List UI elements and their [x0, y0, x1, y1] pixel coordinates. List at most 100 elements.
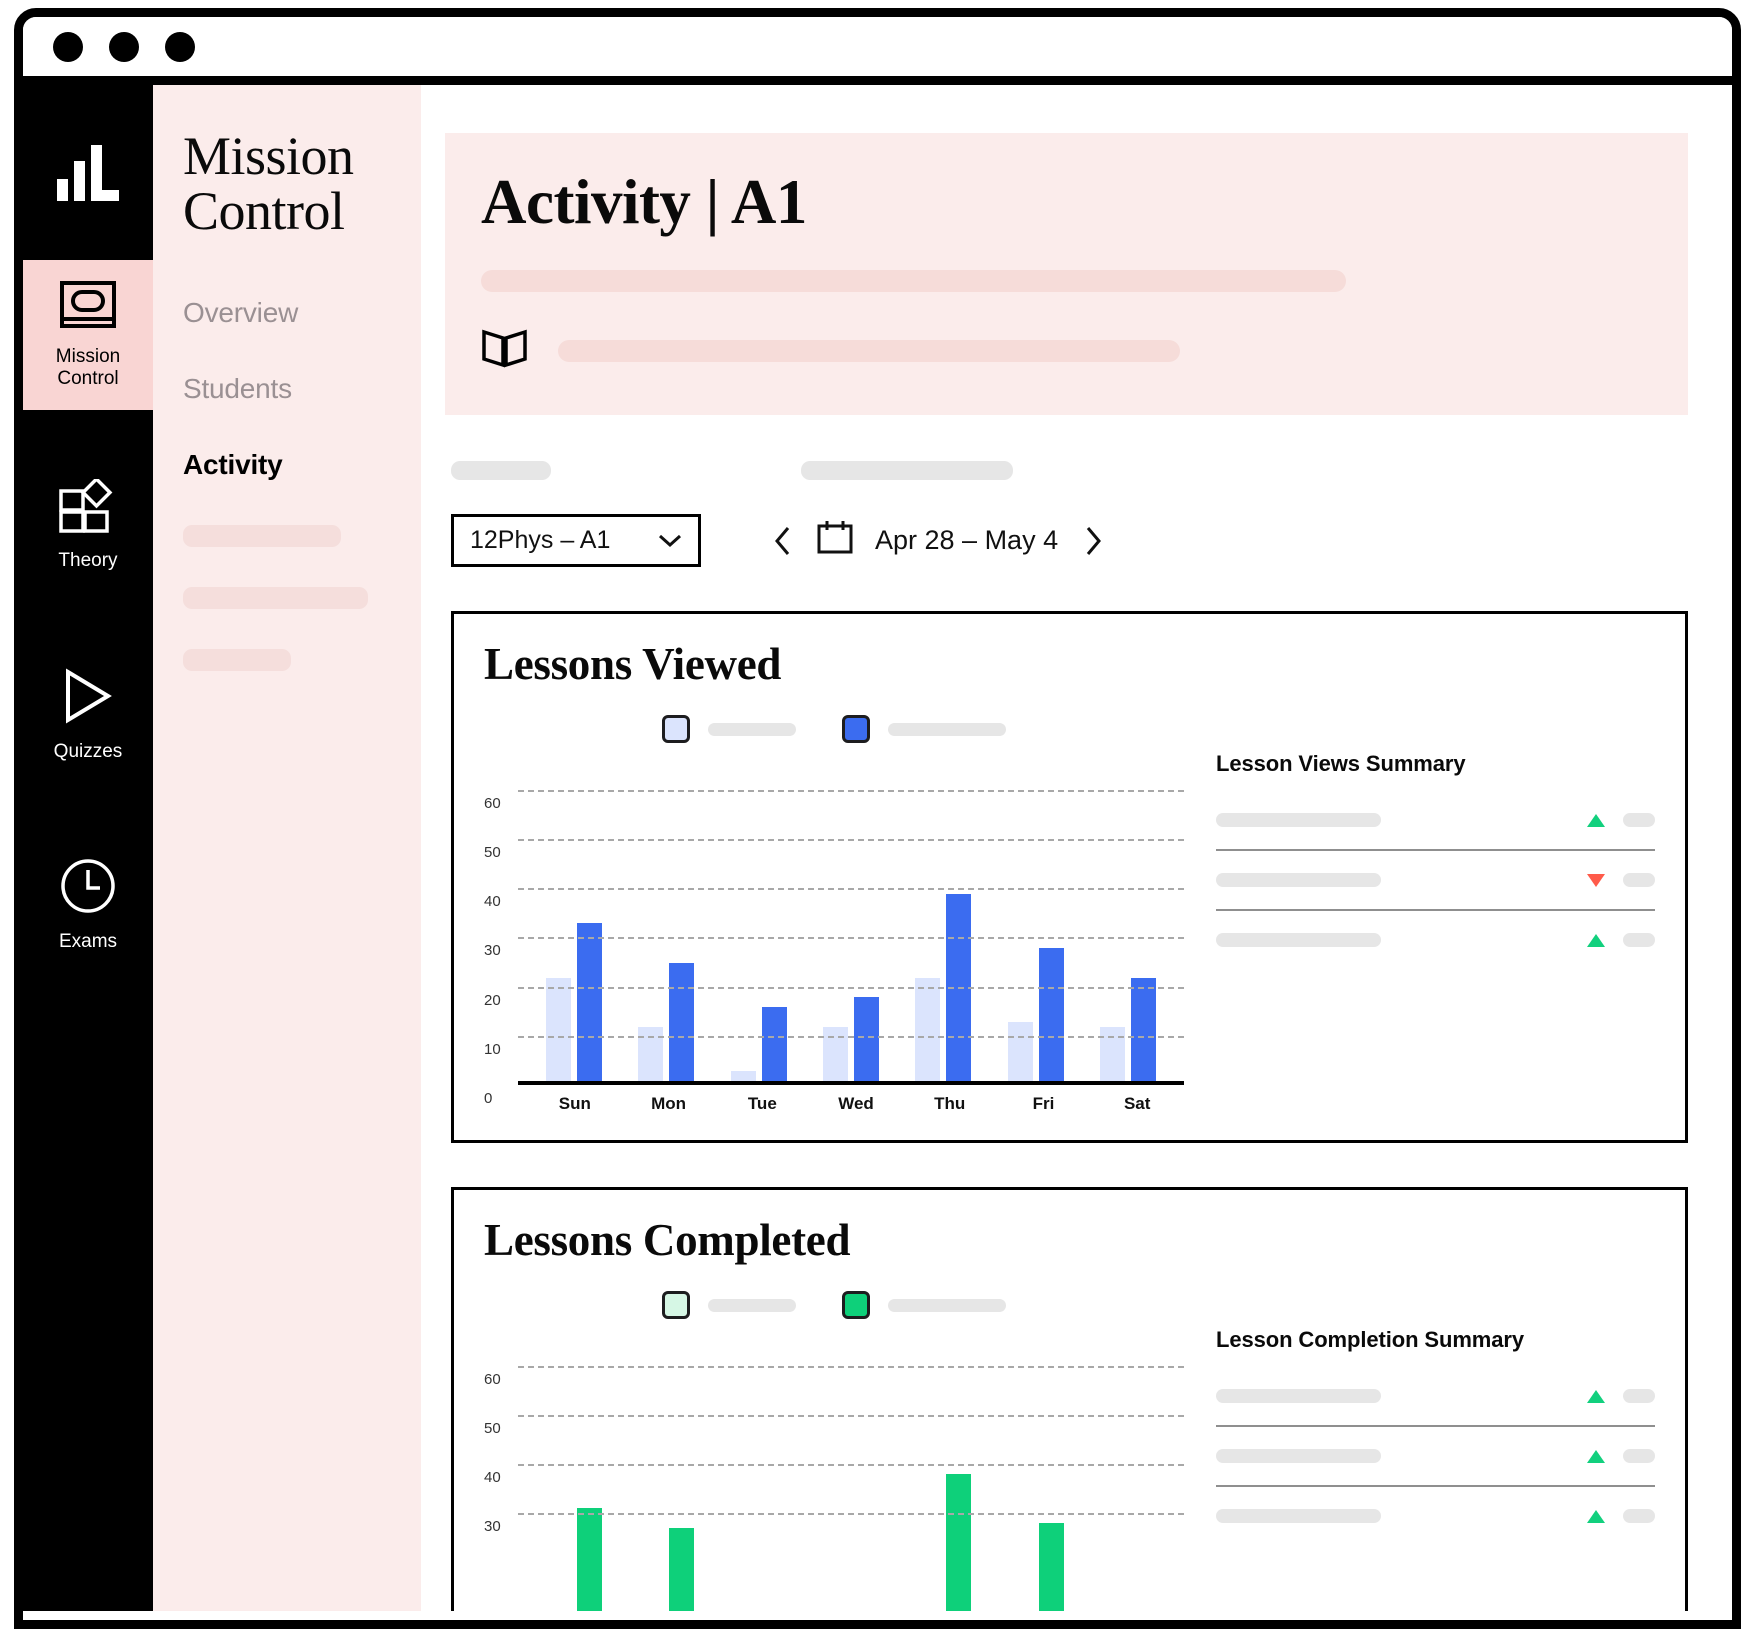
summary-row-label-placeholder [1216, 813, 1381, 827]
trend-up-icon [1587, 933, 1605, 947]
chevron-down-icon [658, 534, 682, 547]
bar[interactable] [669, 962, 695, 1081]
screen-icon [60, 281, 116, 334]
chevron-left-icon [774, 526, 789, 555]
y-axis-tick: 10 [484, 1040, 501, 1058]
gridline [518, 1365, 1184, 1368]
y-axis-tick: 60 [484, 794, 501, 812]
bar[interactable] [853, 997, 879, 1081]
bar[interactable] [1007, 1021, 1033, 1081]
bar[interactable] [915, 977, 941, 1081]
y-axis-tick: 20 [484, 991, 501, 1009]
summary-row[interactable] [1216, 865, 1655, 895]
next-week-button[interactable] [1080, 526, 1106, 556]
summary-row[interactable] [1216, 1501, 1655, 1531]
chart-lessons-completed: 30 40 50 60 [484, 1291, 1184, 1611]
y-axis-tick: 40 [484, 893, 501, 911]
brand-line-2: Control [183, 181, 345, 242]
bar[interactable] [1130, 977, 1156, 1081]
trend-up-icon [1587, 1509, 1605, 1523]
bar-group [805, 997, 897, 1081]
gridline [518, 1035, 1184, 1038]
summary-row-label-placeholder [1216, 933, 1381, 947]
app-logo[interactable] [23, 85, 153, 260]
legend-lessons-completed [484, 1291, 1184, 1319]
bar[interactable] [1038, 948, 1064, 1081]
rail-item-exams[interactable]: Exams [23, 830, 153, 980]
bar-group [620, 962, 712, 1081]
gridline [518, 838, 1184, 841]
blocks-icon [59, 476, 117, 538]
summary-row-value-placeholder [1623, 1509, 1655, 1523]
card-title-lessons-viewed: Lessons Viewed [484, 639, 782, 689]
legend-swatch-previous[interactable] [662, 1291, 690, 1319]
summary-divider [1216, 1485, 1655, 1487]
y-axis-tick: 30 [484, 1518, 501, 1536]
trend-down-icon [1587, 873, 1605, 887]
x-axis-label: Mon [651, 1094, 687, 1113]
legend-swatch-current[interactable] [842, 715, 870, 743]
bar-group [528, 1508, 620, 1611]
gridline [518, 1414, 1184, 1417]
brand-line-1: Mission [183, 126, 354, 186]
rail-item-mission-control[interactable]: Mission Control [23, 260, 153, 410]
summary-row[interactable] [1216, 925, 1655, 955]
bar[interactable] [1038, 1523, 1064, 1611]
legend-label-previous-placeholder [708, 1298, 796, 1312]
rail-item-theory[interactable]: Theory [23, 450, 153, 600]
bar[interactable] [669, 1528, 695, 1611]
legend-lessons-viewed [484, 715, 1184, 743]
bar[interactable] [946, 1473, 972, 1611]
legend-swatch-previous[interactable] [662, 715, 690, 743]
card-lessons-viewed: Lessons Viewed 0 10 20 30 40 50 60 [451, 611, 1688, 1143]
summary-row-value-placeholder [1623, 1389, 1655, 1403]
legend-label-current-placeholder [888, 1298, 1006, 1312]
summary-row[interactable] [1216, 1441, 1655, 1471]
rail-item-quizzes[interactable]: Quizzes [23, 640, 153, 790]
bar-group [528, 923, 620, 1081]
y-axis-tick: 50 [484, 843, 501, 861]
filter-toolbar: 12Phys – A1 [421, 415, 1732, 567]
gridline [518, 1464, 1184, 1467]
main-content: Activity | A1 [421, 85, 1732, 1611]
legend-swatch-current[interactable] [842, 1291, 870, 1319]
date-range-nav: Apr 28 – May 4 [769, 519, 1106, 562]
bar-series-group [528, 765, 1174, 1081]
window-dot-3[interactable] [165, 31, 195, 62]
sidebar-item-students[interactable]: Students [183, 373, 292, 405]
page-title: Activity | A1 [481, 167, 807, 237]
summary-row[interactable] [1216, 1381, 1655, 1411]
summary-row-label-placeholder [1216, 1449, 1381, 1463]
trend-up-icon [1587, 1449, 1605, 1463]
card-title-lessons-completed: Lessons Completed [484, 1215, 851, 1265]
window-dot-1[interactable] [53, 31, 83, 62]
x-axis-label: Sat [1123, 1094, 1151, 1113]
chart-lessons-viewed: 0 10 20 30 40 50 60 Sun Mon Tue Wed Thu Fri Sat [484, 715, 1184, 1114]
sidebar-placeholder-1 [183, 525, 341, 548]
x-axis-label: Sun [558, 1094, 591, 1113]
legend-label-previous-placeholder [708, 722, 796, 736]
bar[interactable] [761, 1007, 787, 1081]
summary-row[interactable] [1216, 805, 1655, 835]
rail-label-quizzes: Quizzes [53, 741, 123, 762]
class-select[interactable]: 12Phys – A1 [451, 514, 701, 567]
calendar-icon[interactable] [817, 519, 853, 562]
prev-week-button[interactable] [769, 526, 795, 556]
bar-group [713, 1007, 805, 1081]
bar-group [989, 948, 1081, 1081]
bar[interactable] [577, 923, 603, 1081]
bar[interactable] [730, 1071, 756, 1081]
x-axis-label: Wed [838, 1094, 874, 1113]
y-axis-tick: 60 [484, 1370, 501, 1388]
bar[interactable] [577, 1508, 603, 1611]
summary-divider [1216, 1425, 1655, 1427]
browser-window: Mission Control Theory [14, 8, 1741, 1629]
sidebar-item-overview[interactable]: Overview [183, 297, 299, 329]
window-dot-2[interactable] [109, 31, 139, 62]
sidebar-item-activity[interactable]: Activity [183, 449, 283, 481]
bar-group [989, 1523, 1081, 1611]
brand-title: Mission Control [183, 126, 421, 242]
bar[interactable] [546, 977, 572, 1081]
summary-title-lesson-completion: Lesson Completion Summary [1216, 1327, 1525, 1352]
page-hero: Activity | A1 [445, 133, 1688, 415]
